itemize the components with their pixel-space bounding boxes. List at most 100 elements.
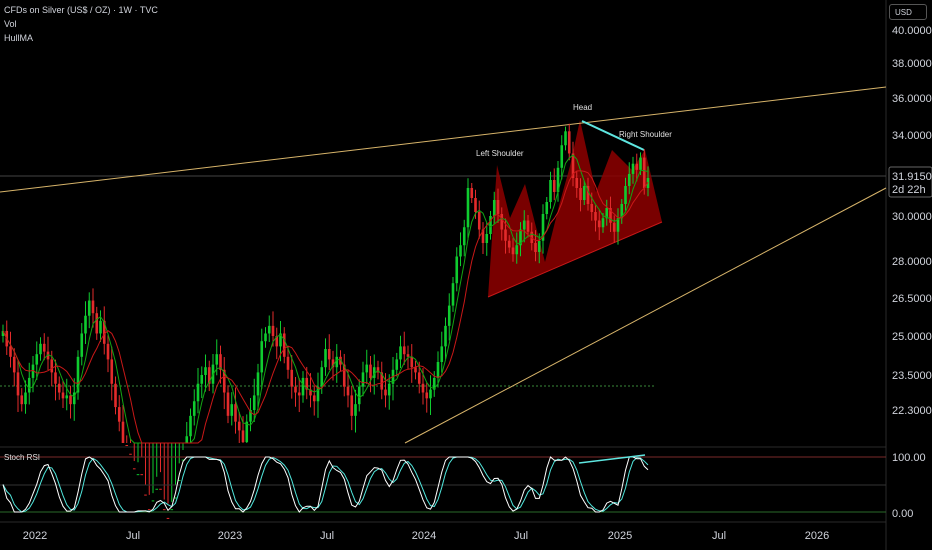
candle-body: [264, 333, 267, 342]
price-tick-label: 38.0000: [892, 58, 932, 70]
candle-body: [9, 346, 12, 357]
candle-body: [294, 386, 297, 393]
volume-indicator-label[interactable]: Vol: [4, 19, 17, 29]
head-annotation[interactable]: Head: [573, 103, 592, 112]
candle-body: [395, 359, 399, 370]
candle-body: [267, 325, 271, 334]
price-tick-label: 28.0000: [892, 256, 932, 268]
candle-body: [16, 372, 20, 396]
candle-body: [121, 421, 125, 443]
time-axis[interactable]: 2022 Jul 2023 Jul 2024 Jul 2025 Jul 2026: [23, 530, 829, 542]
candle-body: [594, 212, 597, 221]
time-tick-label: Jul: [514, 530, 528, 542]
candle-body: [534, 243, 537, 252]
candle-body: [627, 173, 631, 186]
candle-body: [481, 229, 485, 243]
candle-body: [612, 222, 616, 232]
candle-body: [605, 208, 609, 219]
candle-body: [301, 377, 305, 396]
candle-body: [54, 372, 57, 384]
candle-body: [579, 188, 582, 200]
neckline[interactable]: [487, 221, 663, 298]
candle-body: [237, 421, 241, 431]
candle-body: [144, 494, 147, 496]
rsi-tick-label: 0.00: [892, 508, 913, 520]
candle-body: [230, 404, 234, 416]
right-shoulder-annotation[interactable]: Right Shoulder: [619, 130, 672, 139]
candle-body: [84, 315, 87, 334]
candle-body: [417, 372, 421, 384]
candle-body: [440, 346, 444, 362]
time-tick-label: 2022: [23, 530, 47, 542]
price-tick-label: 36.0000: [892, 93, 932, 105]
time-tick-label: 2023: [218, 530, 242, 542]
candle-body: [582, 186, 586, 200]
candle-body: [474, 198, 477, 212]
chart-title: CFDs on Silver (US$ / OZ) · 1W · TVC: [4, 5, 158, 15]
candle-body: [414, 367, 417, 373]
candle-body: [46, 351, 50, 360]
candle-body: [106, 343, 110, 360]
head-and-shoulders-pattern[interactable]: [488, 120, 662, 297]
candle-body: [110, 359, 114, 384]
price-tick-label: 22.3000: [892, 405, 932, 417]
candle-body: [271, 325, 275, 336]
candle-body: [312, 395, 316, 402]
candle-body: [305, 377, 309, 390]
candle-body: [61, 392, 65, 399]
candle-body: [226, 392, 230, 416]
candle-body: [380, 372, 384, 390]
candle-body: [432, 377, 436, 390]
candle-body: [50, 359, 54, 373]
price-tick-label: 23.5000: [892, 370, 932, 382]
hullma-indicator-label[interactable]: HullMA: [4, 33, 34, 43]
candle-body: [189, 415, 192, 437]
candle-body: [571, 153, 575, 178]
candle-body: [260, 341, 264, 373]
candle-body: [31, 364, 35, 378]
time-tick-label: Jul: [126, 530, 140, 542]
price-tick-label: 40.0000: [892, 25, 932, 37]
candle-body: [616, 218, 620, 232]
candle-body: [462, 227, 466, 246]
candle-body: [222, 369, 226, 393]
candle-body: [515, 245, 519, 255]
price-axis[interactable]: 40.000038.000036.000034.000032.000030.00…: [892, 25, 932, 417]
rsi-tick-label: 100.00: [892, 452, 926, 464]
left-shoulder-annotation[interactable]: Left Shoulder: [476, 149, 524, 158]
candle-body: [421, 383, 425, 393]
candle-body: [406, 354, 410, 357]
candles-group: [1, 123, 650, 519]
candle-body: [241, 430, 245, 443]
lower-trendline[interactable]: [404, 187, 887, 444]
candle-body: [526, 220, 530, 232]
head-right-shoulder-line[interactable]: [581, 120, 645, 151]
candle-body: [275, 336, 279, 347]
candle-body: [556, 167, 560, 192]
currency-button[interactable]: USD: [889, 4, 927, 20]
rsi-divergence-line[interactable]: [578, 454, 646, 464]
candle-body: [256, 372, 260, 396]
candle-body: [12, 356, 16, 373]
upper-trendline[interactable]: [0, 86, 887, 193]
candle-body: [511, 247, 515, 255]
candle-body: [76, 356, 80, 393]
candle-body: [631, 163, 635, 174]
candle-body: [316, 386, 320, 402]
rsi-label[interactable]: Stoch RSI: [4, 453, 40, 462]
candle-body: [42, 343, 46, 352]
candle-body: [537, 240, 541, 252]
candle-body: [642, 157, 646, 188]
candle-body: [204, 367, 207, 375]
candle-body: [350, 395, 354, 416]
candle-body: [192, 401, 196, 416]
candle-body: [309, 389, 312, 396]
candle-body: [20, 395, 24, 405]
candle-body: [331, 359, 335, 368]
rsi-axis[interactable]: 100.00 0.00: [892, 452, 926, 520]
candle-body: [372, 367, 376, 378]
candle-body: [151, 500, 155, 502]
candle-body: [549, 180, 552, 202]
candle-body: [339, 356, 342, 365]
